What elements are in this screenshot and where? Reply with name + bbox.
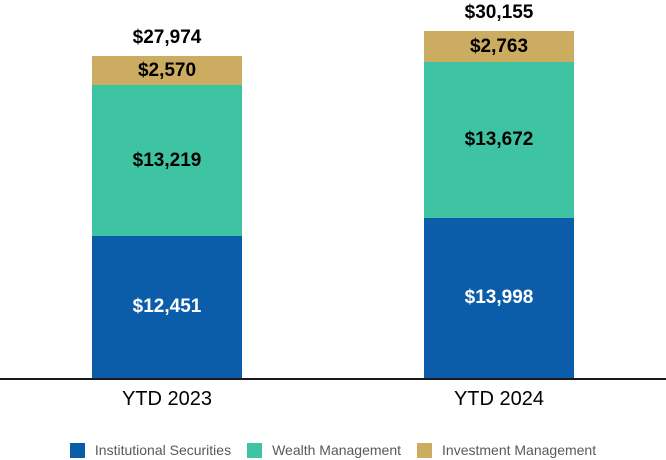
legend-label: Investment Management xyxy=(442,442,597,458)
segment-wealth-management: $13,219 xyxy=(92,85,242,236)
segment-value-label: $13,219 xyxy=(132,149,202,171)
segment-value-label: $12,451 xyxy=(132,296,202,317)
segment-investment-management: $2,763 xyxy=(424,31,574,62)
segment-value-label: $2,570 xyxy=(137,59,197,81)
legend-label: Wealth Management xyxy=(272,442,402,458)
segment-investment-management: $2,570 xyxy=(92,56,242,85)
segment-value-label: $2,763 xyxy=(469,35,529,57)
bar-total-label: $30,155 xyxy=(464,2,534,23)
segment-value-label: $13,998 xyxy=(464,287,534,308)
legend-swatch-icon xyxy=(247,442,263,458)
bar-ytd-2024: $30,155 $2,763 $13,672 $13,998 xyxy=(424,2,574,378)
legend: Institutional Securities Wealth Manageme… xyxy=(0,442,666,458)
plot-area: $27,974 $2,570 $13,219 $12,451 $30,155 $… xyxy=(92,2,574,378)
legend-item-investment-management: Investment Management xyxy=(417,442,596,458)
segment-institutional-securities: $12,451 xyxy=(92,236,242,378)
segment-wealth-management: $13,672 xyxy=(424,62,574,218)
bar-total-label: $27,974 xyxy=(132,27,202,48)
legend-item-institutional-securities: Institutional Securities xyxy=(69,442,232,458)
segment-institutional-securities: $13,998 xyxy=(424,218,574,378)
legend-label: Institutional Securities xyxy=(94,442,232,458)
legend-swatch-icon xyxy=(69,442,85,458)
legend-item-wealth-management: Wealth Management xyxy=(247,442,401,458)
x-axis-labels: YTD 2023 YTD 2024 xyxy=(0,388,666,420)
x-tick-ytd-2023: YTD 2023 xyxy=(121,388,213,410)
legend-swatch-icon xyxy=(417,442,433,458)
x-axis-line xyxy=(0,378,666,380)
segment-value-label: $13,672 xyxy=(464,129,534,150)
x-tick-ytd-2024: YTD 2024 xyxy=(453,388,545,410)
bar-ytd-2023: $27,974 $2,570 $13,219 $12,451 xyxy=(92,27,242,378)
